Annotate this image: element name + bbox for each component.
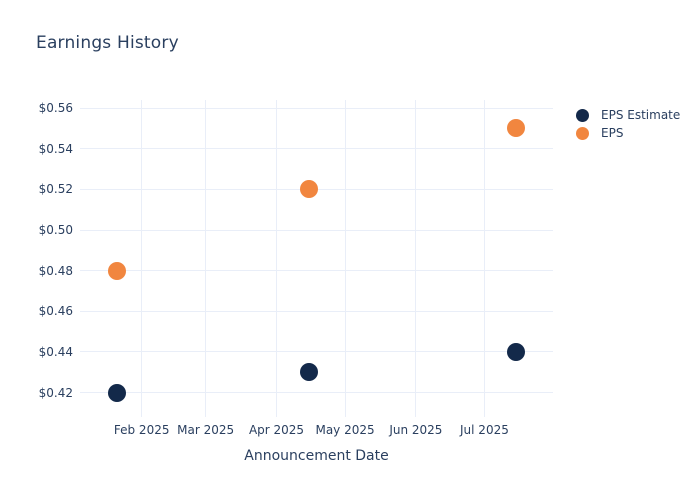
y-tick-label: $0.52 bbox=[38, 182, 73, 197]
x-gridline bbox=[276, 100, 277, 417]
x-gridline bbox=[141, 100, 143, 417]
y-tick-label: $0.44 bbox=[38, 344, 73, 359]
y-tick-label: $0.46 bbox=[38, 304, 73, 319]
x-tick-label: Feb 2025 bbox=[113, 423, 170, 437]
legend: EPS Estimate EPS bbox=[576, 106, 680, 142]
legend-marker-icon bbox=[576, 126, 589, 140]
data-point-eps[interactable] bbox=[507, 119, 526, 138]
data-point-eps-estimate[interactable] bbox=[299, 363, 318, 382]
y-tick-label: $0.42 bbox=[38, 385, 73, 400]
x-tick-label: Jul 2025 bbox=[460, 423, 509, 437]
chart-title: Earnings History bbox=[36, 33, 179, 53]
y-tick-label: $0.56 bbox=[38, 101, 73, 116]
legend-item-eps[interactable]: EPS bbox=[576, 124, 680, 142]
data-point-eps[interactable] bbox=[299, 180, 318, 199]
y-tick-label: $0.50 bbox=[38, 223, 73, 238]
legend-marker-icon bbox=[576, 108, 589, 122]
legend-label: EPS bbox=[601, 126, 624, 140]
x-axis-title: Announcement Date bbox=[244, 448, 389, 464]
x-gridline bbox=[344, 100, 346, 417]
x-gridline bbox=[415, 100, 417, 417]
x-gridline bbox=[205, 100, 207, 417]
x-tick-label: Mar 2025 bbox=[177, 423, 235, 437]
x-tick-label: Jun 2025 bbox=[389, 423, 443, 437]
legend-label: EPS Estimate bbox=[601, 108, 681, 122]
y-tick-label: $0.48 bbox=[38, 263, 73, 278]
x-tick-label: Apr 2025 bbox=[248, 423, 305, 437]
y-gridline bbox=[80, 392, 553, 394]
y-gridline bbox=[80, 351, 553, 353]
y-gridline bbox=[80, 148, 553, 150]
y-gridline bbox=[80, 229, 553, 231]
data-point-eps-estimate[interactable] bbox=[507, 342, 526, 361]
y-tick-label: $0.54 bbox=[38, 141, 73, 156]
data-point-eps[interactable] bbox=[107, 261, 126, 280]
x-tick-label: May 2025 bbox=[315, 423, 375, 437]
y-gridline bbox=[80, 107, 553, 109]
legend-item-eps-estimate[interactable]: EPS Estimate bbox=[576, 106, 680, 124]
data-point-eps-estimate[interactable] bbox=[107, 383, 126, 402]
y-gridline bbox=[80, 310, 553, 312]
y-gridline bbox=[80, 270, 553, 272]
x-gridline bbox=[483, 100, 485, 417]
